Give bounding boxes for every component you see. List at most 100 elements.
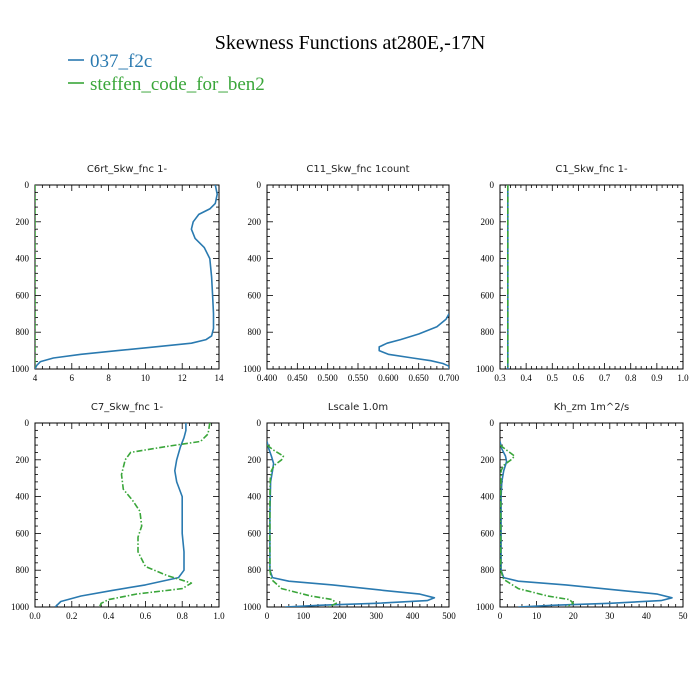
y-tick-label: 600 bbox=[481, 290, 495, 300]
x-tick-label: 0.5 bbox=[547, 373, 559, 383]
x-tick-label: 0 bbox=[265, 611, 270, 621]
y-tick-label: 600 bbox=[248, 528, 262, 538]
x-tick-label: 12 bbox=[178, 373, 187, 383]
legend-entry-1: 037_f2c bbox=[68, 51, 152, 72]
plot-frame bbox=[499, 184, 684, 370]
y-tick-label: 0 bbox=[490, 418, 495, 428]
x-tick-label: 6 bbox=[70, 373, 75, 383]
x-tick-label: 50 bbox=[679, 611, 689, 621]
series-line-1 bbox=[500, 441, 673, 607]
y-tick-label: 1000 bbox=[243, 364, 262, 374]
y-tick-label: 0 bbox=[25, 418, 30, 428]
series-line-1 bbox=[267, 441, 436, 607]
plot-frame bbox=[499, 422, 684, 608]
y-tick-label: 600 bbox=[481, 528, 495, 538]
x-tick-label: 0.400 bbox=[257, 373, 278, 383]
x-tick-label: 300 bbox=[369, 611, 383, 621]
x-tick-label: 14 bbox=[215, 373, 225, 383]
x-tick-label: 0.500 bbox=[318, 373, 339, 383]
y-tick-label: 1000 bbox=[11, 364, 30, 374]
x-tick-label: 0.600 bbox=[378, 373, 399, 383]
legend: 037_f2c steffen_code_for_ben2 bbox=[68, 51, 265, 95]
y-tick-label: 200 bbox=[16, 455, 30, 465]
x-tick-label: 10 bbox=[141, 373, 151, 383]
y-tick-label: 400 bbox=[248, 492, 262, 502]
x-tick-label: 0 bbox=[498, 611, 503, 621]
y-tick-label: 800 bbox=[248, 565, 262, 575]
x-tick-label: 0.700 bbox=[439, 373, 460, 383]
y-tick-label: 800 bbox=[16, 327, 30, 337]
y-tick-label: 200 bbox=[481, 455, 495, 465]
y-tick-label: 200 bbox=[248, 455, 262, 465]
x-tick-label: 0.7 bbox=[599, 373, 611, 383]
x-tick-label: 0.9 bbox=[651, 373, 663, 383]
x-tick-label: 0.6 bbox=[140, 611, 152, 621]
y-tick-label: 400 bbox=[481, 492, 495, 502]
series-line-1 bbox=[54, 423, 187, 607]
x-tick-label: 40 bbox=[642, 611, 652, 621]
x-tick-label: 20 bbox=[569, 611, 579, 621]
plot-frame bbox=[266, 184, 450, 370]
y-tick-label: 1000 bbox=[476, 602, 495, 612]
y-tick-label: 400 bbox=[16, 254, 30, 264]
panel-2: C11_Skw_fnc 1count 0 200 400 600 800 10000.400… bbox=[243, 164, 460, 383]
plot-frame bbox=[34, 184, 220, 370]
x-tick-label: 200 bbox=[333, 611, 347, 621]
y-tick-label: 400 bbox=[481, 254, 495, 264]
x-tick-label: 0.4 bbox=[103, 611, 115, 621]
panel-title: C1_Skw_fnc 1- bbox=[555, 164, 628, 175]
y-tick-label: 200 bbox=[481, 217, 495, 227]
legend-label-2: steffen_code_for_ben2 bbox=[90, 74, 265, 95]
x-tick-label: 0.8 bbox=[625, 373, 637, 383]
panel-title: C6rt_Skw_fnc 1- bbox=[87, 164, 168, 175]
x-tick-label: 0.2 bbox=[66, 611, 77, 621]
x-tick-label: 0.550 bbox=[348, 373, 369, 383]
y-tick-label: 0 bbox=[25, 180, 30, 190]
y-tick-label: 0 bbox=[257, 418, 262, 428]
series-line-1 bbox=[35, 185, 218, 369]
legend-label-1: 037_f2c bbox=[90, 51, 152, 72]
x-tick-label: 0.450 bbox=[287, 373, 308, 383]
y-tick-label: 400 bbox=[248, 254, 262, 264]
series-line-2 bbox=[98, 423, 211, 607]
y-tick-label: 0 bbox=[490, 180, 495, 190]
x-tick-label: 500 bbox=[442, 611, 456, 621]
y-tick-label: 1000 bbox=[243, 602, 262, 612]
panel-title: Kh_zm 1m^2/s bbox=[554, 402, 630, 413]
plot-frame bbox=[34, 422, 220, 608]
y-tick-label: 800 bbox=[248, 327, 262, 337]
y-tick-label: 600 bbox=[16, 528, 30, 538]
x-tick-label: 30 bbox=[605, 611, 615, 621]
legend-entry-2: steffen_code_for_ben2 bbox=[68, 74, 265, 95]
x-tick-label: 8 bbox=[106, 373, 111, 383]
y-tick-label: 800 bbox=[481, 327, 495, 337]
plot-frame bbox=[266, 422, 450, 608]
y-tick-label: 1000 bbox=[11, 602, 30, 612]
panel-title: C7_Skw_fnc 1- bbox=[91, 402, 164, 413]
y-tick-label: 600 bbox=[16, 290, 30, 300]
y-tick-label: 400 bbox=[16, 492, 30, 502]
series-line-1 bbox=[378, 313, 449, 369]
x-tick-label: 0.3 bbox=[494, 373, 506, 383]
y-tick-label: 600 bbox=[248, 290, 262, 300]
x-tick-label: 0.0 bbox=[29, 611, 41, 621]
x-tick-label: 100 bbox=[297, 611, 311, 621]
x-tick-label: 0.8 bbox=[177, 611, 189, 621]
y-tick-label: 200 bbox=[248, 217, 262, 227]
figure-title: Skewness Functions at280E,-17N bbox=[215, 32, 486, 54]
y-tick-label: 0 bbox=[257, 180, 262, 190]
series-line-2 bbox=[500, 444, 575, 607]
panel-title: C11_Skw_fnc 1count bbox=[306, 164, 409, 175]
x-tick-label: 400 bbox=[406, 611, 420, 621]
series-line-2 bbox=[267, 444, 338, 607]
panel-title: Lscale 1.0m bbox=[328, 402, 388, 413]
y-tick-label: 800 bbox=[481, 565, 495, 575]
x-tick-label: 0.4 bbox=[521, 373, 533, 383]
